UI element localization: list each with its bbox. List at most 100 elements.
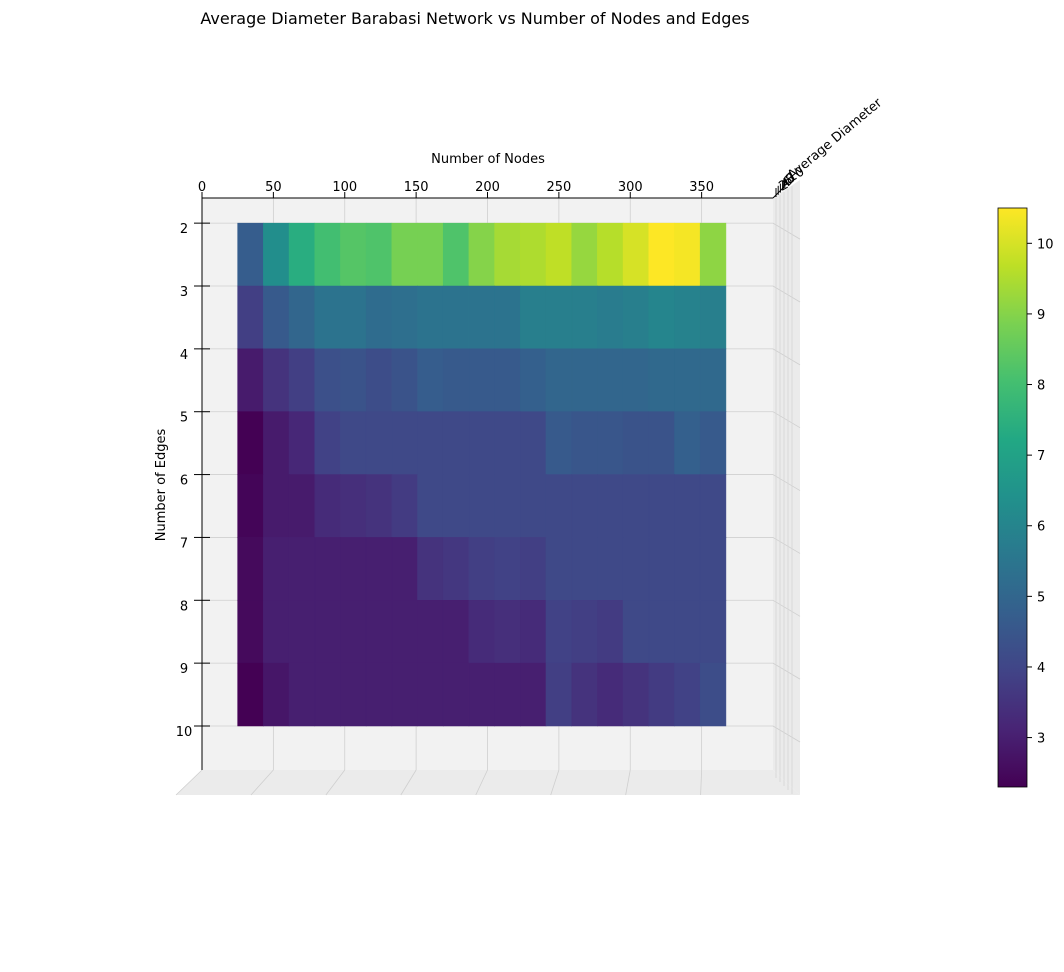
surface-patch bbox=[597, 412, 623, 475]
surface-patch bbox=[597, 600, 623, 663]
surface-patch bbox=[340, 537, 366, 600]
surface-patch bbox=[700, 223, 726, 286]
surface-patch bbox=[443, 663, 469, 726]
surface-patch bbox=[546, 537, 572, 600]
surface-patch bbox=[238, 412, 264, 475]
surface-patch bbox=[289, 600, 315, 663]
y-tick-label: 4 bbox=[180, 348, 188, 363]
surface-patch bbox=[263, 663, 289, 726]
y-tick-label: 9 bbox=[180, 662, 188, 677]
surface-patch bbox=[392, 286, 418, 349]
surface-patch bbox=[366, 663, 392, 726]
surface-patch bbox=[649, 537, 675, 600]
surface-patch bbox=[623, 349, 649, 412]
surface-patch bbox=[520, 286, 546, 349]
surface-patch bbox=[443, 600, 469, 663]
y-tick-label: 10 bbox=[176, 725, 193, 740]
surface-patch bbox=[546, 349, 572, 412]
colorbar-tick-label: 10 bbox=[1037, 237, 1054, 252]
y-tick-label: 6 bbox=[180, 474, 188, 489]
surface-patch bbox=[649, 286, 675, 349]
surface-patch bbox=[597, 223, 623, 286]
colorbar-tick-label: 4 bbox=[1037, 661, 1045, 676]
surface-patch bbox=[263, 223, 289, 286]
surface-patch bbox=[315, 349, 341, 412]
surface-patch bbox=[340, 223, 366, 286]
surface-patch bbox=[675, 663, 701, 726]
surface-patch bbox=[597, 349, 623, 412]
surface-patch bbox=[469, 663, 495, 726]
surface-patch bbox=[418, 475, 444, 538]
surface-patch bbox=[700, 537, 726, 600]
surface-patch bbox=[469, 223, 495, 286]
surface-patch bbox=[340, 600, 366, 663]
surface-patch bbox=[366, 349, 392, 412]
surface-patch bbox=[572, 663, 598, 726]
surface-patch bbox=[366, 412, 392, 475]
surface bbox=[238, 223, 726, 726]
colorbar-tick-label: 9 bbox=[1037, 308, 1045, 323]
surface-patch bbox=[495, 475, 521, 538]
surface-patch bbox=[289, 223, 315, 286]
surface-patch bbox=[315, 663, 341, 726]
surface-patch bbox=[495, 537, 521, 600]
surface-patch bbox=[495, 412, 521, 475]
surface-patch bbox=[289, 412, 315, 475]
surface-patch bbox=[649, 663, 675, 726]
surface-patch bbox=[263, 412, 289, 475]
surface-patch bbox=[623, 663, 649, 726]
chart-title: Average Diameter Barabasi Network vs Num… bbox=[200, 9, 749, 28]
surface-patch bbox=[495, 349, 521, 412]
surface-patch bbox=[700, 600, 726, 663]
surface-patch bbox=[520, 663, 546, 726]
surface-patch bbox=[289, 349, 315, 412]
surface-patch bbox=[495, 286, 521, 349]
surface-patch bbox=[392, 412, 418, 475]
y-tick-label: 3 bbox=[180, 285, 188, 300]
surface-patch bbox=[700, 663, 726, 726]
surface-patch bbox=[392, 223, 418, 286]
surface-patch bbox=[340, 663, 366, 726]
surface-patch bbox=[238, 223, 264, 286]
surface-patch bbox=[649, 412, 675, 475]
surface-patch bbox=[546, 600, 572, 663]
surface-patch bbox=[546, 663, 572, 726]
surface-patch bbox=[263, 537, 289, 600]
surface-patch bbox=[572, 286, 598, 349]
surface-patch bbox=[572, 349, 598, 412]
colorbar-tick-label: 8 bbox=[1037, 379, 1045, 394]
y-tick-label: 5 bbox=[180, 411, 188, 426]
surface-patch bbox=[315, 286, 341, 349]
surface-patch bbox=[315, 223, 341, 286]
x-tick-label: 200 bbox=[475, 180, 500, 195]
surface-patch bbox=[263, 349, 289, 412]
surface-patch bbox=[597, 663, 623, 726]
surface-patch bbox=[649, 223, 675, 286]
surface-patch bbox=[238, 286, 264, 349]
surface-patch bbox=[520, 349, 546, 412]
surface-patch bbox=[469, 537, 495, 600]
surface-patch bbox=[289, 537, 315, 600]
surface-patch bbox=[675, 537, 701, 600]
colorbar bbox=[998, 208, 1027, 787]
surface-patch bbox=[418, 600, 444, 663]
y-tick-label: 2 bbox=[180, 222, 188, 237]
surface-patch bbox=[572, 475, 598, 538]
surface-patch bbox=[700, 286, 726, 349]
surface-patch bbox=[392, 537, 418, 600]
surface-patch bbox=[443, 412, 469, 475]
surface-patch bbox=[469, 475, 495, 538]
x-tick-label: 250 bbox=[546, 180, 571, 195]
surface-patch bbox=[597, 537, 623, 600]
x-tick-label: 300 bbox=[618, 180, 643, 195]
surface-patch bbox=[520, 475, 546, 538]
surface-patch bbox=[340, 412, 366, 475]
surface-patch bbox=[392, 600, 418, 663]
surface-patch bbox=[623, 475, 649, 538]
colorbar-tick-label: 7 bbox=[1037, 449, 1045, 464]
surface-patch bbox=[700, 349, 726, 412]
surface-patch bbox=[315, 600, 341, 663]
surface-patch bbox=[366, 223, 392, 286]
surface-patch bbox=[443, 537, 469, 600]
